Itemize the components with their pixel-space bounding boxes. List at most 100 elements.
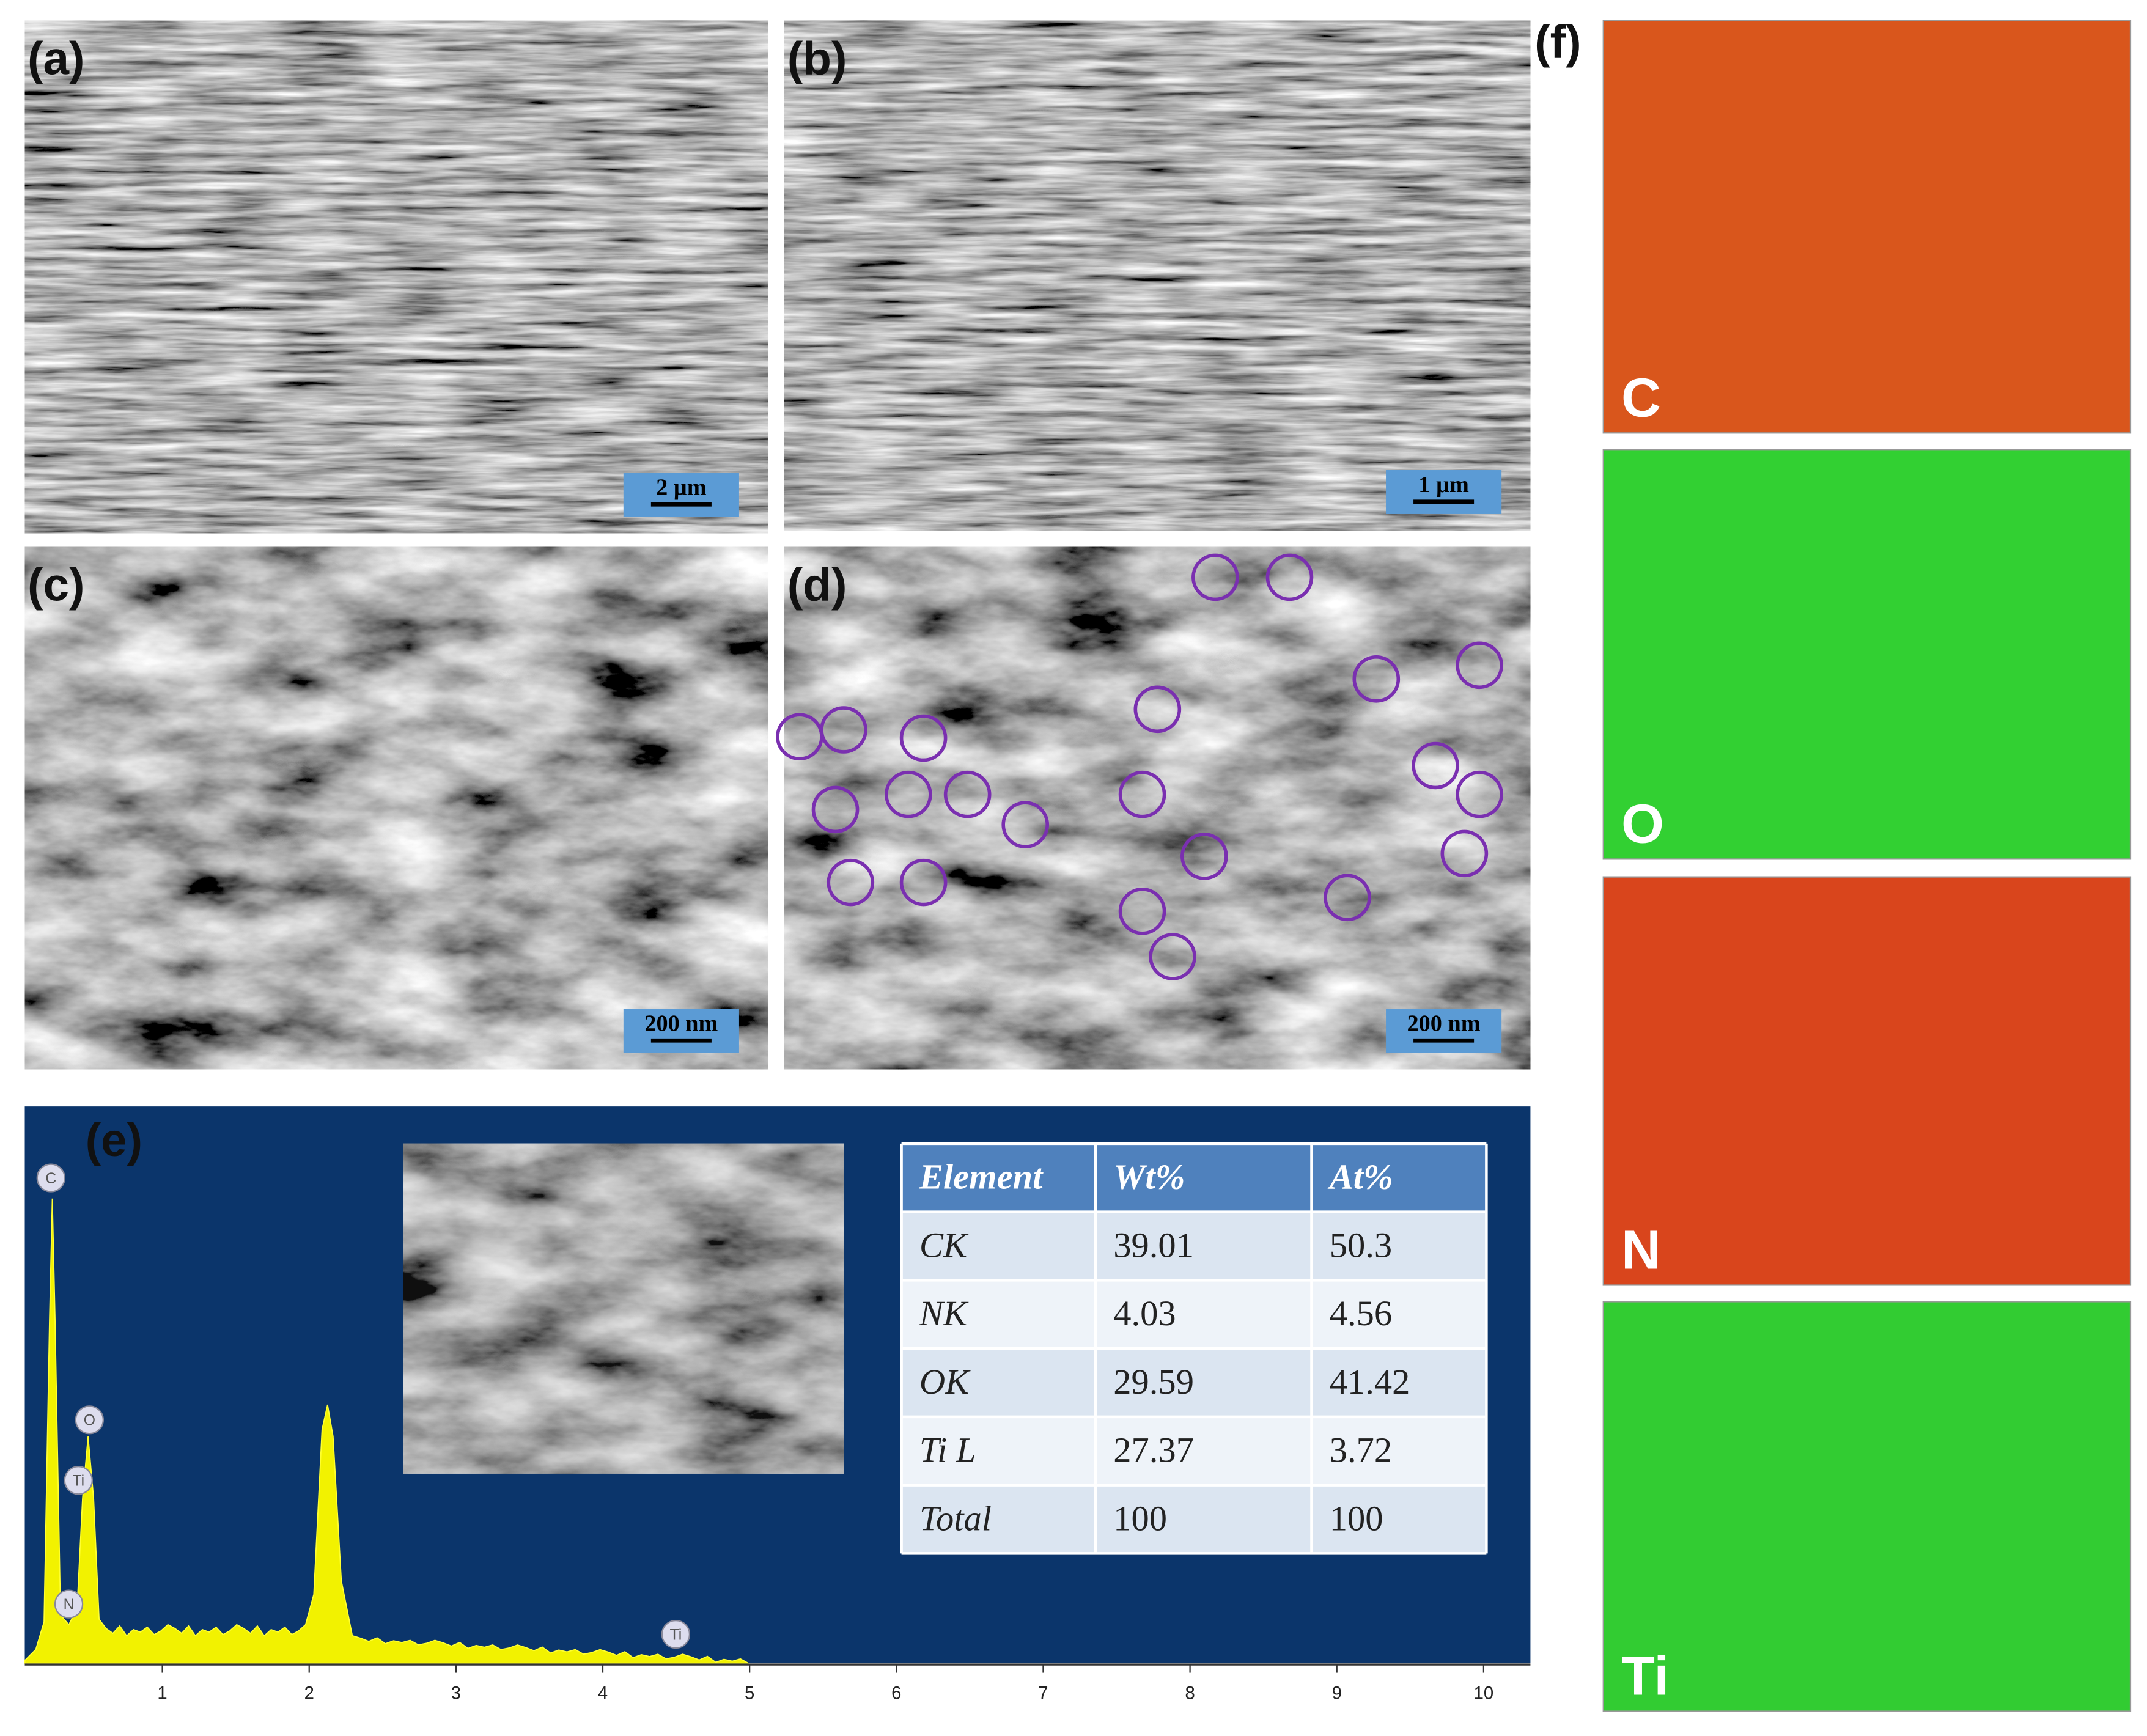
table-row-bg [901, 1348, 1487, 1417]
table-header: Element [919, 1157, 1044, 1197]
table-cell: 27.37 [1113, 1430, 1194, 1470]
x-tick-label: 5 [745, 1683, 754, 1703]
x-tick-label: 9 [1332, 1683, 1342, 1703]
peak-label: Ti [670, 1627, 682, 1643]
scale-bar-box [623, 473, 739, 517]
highlight-circle [899, 714, 948, 762]
panel-label: (c) [28, 559, 85, 611]
x-tick-label: 3 [451, 1683, 461, 1703]
map-label: O [1621, 793, 1664, 855]
sem-texture [24, 546, 768, 1070]
figure-root: (a) 2 µm (b) 1 µm (c) 200 nm (d) 200 nm (e) C O Ti N… [24, 16, 2132, 1712]
table-cell: Total [919, 1498, 992, 1538]
x-tick-label: 4 [598, 1683, 608, 1703]
table-cell: 3.72 [1330, 1430, 1392, 1470]
map-dots [1603, 20, 2130, 433]
table-cell: 4.03 [1113, 1293, 1176, 1333]
element-map: C [1602, 20, 2132, 434]
highlight-circle [1265, 553, 1314, 601]
eds-spectrum [24, 1198, 749, 1664]
peak-marker [75, 1405, 104, 1435]
highlight-circle [1456, 641, 1503, 690]
table-header-bg [901, 1143, 1487, 1212]
scale-bar-label: 2 µm [656, 475, 707, 501]
map-border [1602, 449, 2132, 860]
table-cell: NK [919, 1293, 969, 1333]
highlight-circle [943, 770, 992, 818]
sem-panel: (a) 2 µm [24, 20, 768, 534]
table-row-bg [901, 1212, 1487, 1281]
peak-label: O [84, 1413, 95, 1429]
scale-bar-box [1386, 1009, 1502, 1053]
element-map: Ti [1602, 1301, 2132, 1712]
sem-texture [24, 20, 768, 534]
sem-panel: (b) 1 µm [784, 20, 1531, 531]
sem-panel: (c) 200 nm [24, 546, 768, 1070]
map-label: Ti [1621, 1646, 1669, 1707]
map-dots [1603, 877, 2130, 1285]
scale-bar-label: 1 µm [1418, 472, 1469, 498]
table-cell: 100 [1330, 1498, 1383, 1538]
panel-label: (e) [86, 1114, 143, 1166]
map-border [1602, 1301, 2132, 1712]
eds-inset-texture [403, 1143, 844, 1474]
highlight-circle [1191, 553, 1239, 601]
x-tick-label: 7 [1038, 1683, 1048, 1703]
highlight-circle [1456, 770, 1503, 818]
highlight-circle [1352, 655, 1401, 703]
x-tick-label: 2 [304, 1683, 314, 1703]
table-cell: 41.42 [1330, 1362, 1410, 1402]
highlight-circle [1118, 770, 1166, 818]
element-map: N [1602, 876, 2132, 1286]
panel-label: (a) [28, 32, 85, 84]
table-cell: 100 [1113, 1498, 1167, 1538]
highlight-circle [811, 785, 860, 834]
highlight-circle [1324, 874, 1371, 922]
scale-bar-box [1386, 470, 1502, 514]
map-border [1602, 876, 2132, 1286]
x-tick-label: 8 [1185, 1683, 1195, 1703]
x-tick-label: 10 [1474, 1683, 1494, 1703]
highlight-circle [885, 770, 932, 818]
highlight-circle [1149, 933, 1196, 980]
scale-bar-label: 200 nm [644, 1010, 718, 1036]
table-cell: 39.01 [1113, 1225, 1194, 1265]
x-tick-label: 1 [157, 1683, 167, 1703]
highlight-circle [820, 706, 867, 754]
element-map: O [1602, 449, 2132, 860]
highlight-circle [1118, 888, 1166, 935]
table-cell: 29.59 [1113, 1362, 1194, 1402]
table-row-bg [901, 1485, 1487, 1554]
highlight-circle [1001, 801, 1050, 848]
peak-marker [36, 1163, 65, 1193]
table: Element Wt% At% CK 39.01 50.3 NK 4.03 4.56 OK 29.5… [900, 1142, 1488, 1555]
peak-marker [64, 1466, 93, 1495]
peak-marker [54, 1589, 84, 1619]
table-cell: 4.56 [1330, 1293, 1392, 1333]
highlight-circle [1180, 833, 1228, 880]
map-dots [1603, 449, 2130, 859]
table-row-bg [901, 1280, 1487, 1349]
table-header: At% [1327, 1157, 1393, 1197]
map-label: N [1621, 1220, 1661, 1281]
peak-marker [661, 1619, 691, 1649]
table-cell: 50.3 [1330, 1225, 1392, 1265]
peak-label: N [64, 1597, 75, 1613]
panel-label: (b) [787, 32, 847, 84]
highlight-circle [899, 858, 948, 907]
table-header: Wt% [1113, 1157, 1185, 1197]
table-row-bg [901, 1416, 1487, 1485]
highlight-circle [1440, 829, 1489, 878]
peak-label: Ti [72, 1473, 84, 1490]
highlight-circle [1133, 685, 1182, 734]
sem-panel: (d) 200 nm [784, 546, 1531, 1070]
scale-bar-box [623, 1009, 739, 1053]
scale-bar-label: 200 nm [1407, 1010, 1481, 1036]
highlight-circle [1412, 741, 1459, 790]
table-cell: Ti L [919, 1430, 976, 1470]
table-cell: OK [919, 1362, 971, 1402]
highlight-circle [827, 858, 875, 907]
panel-label: (f) [1534, 16, 1581, 68]
table-cell: CK [919, 1225, 969, 1265]
